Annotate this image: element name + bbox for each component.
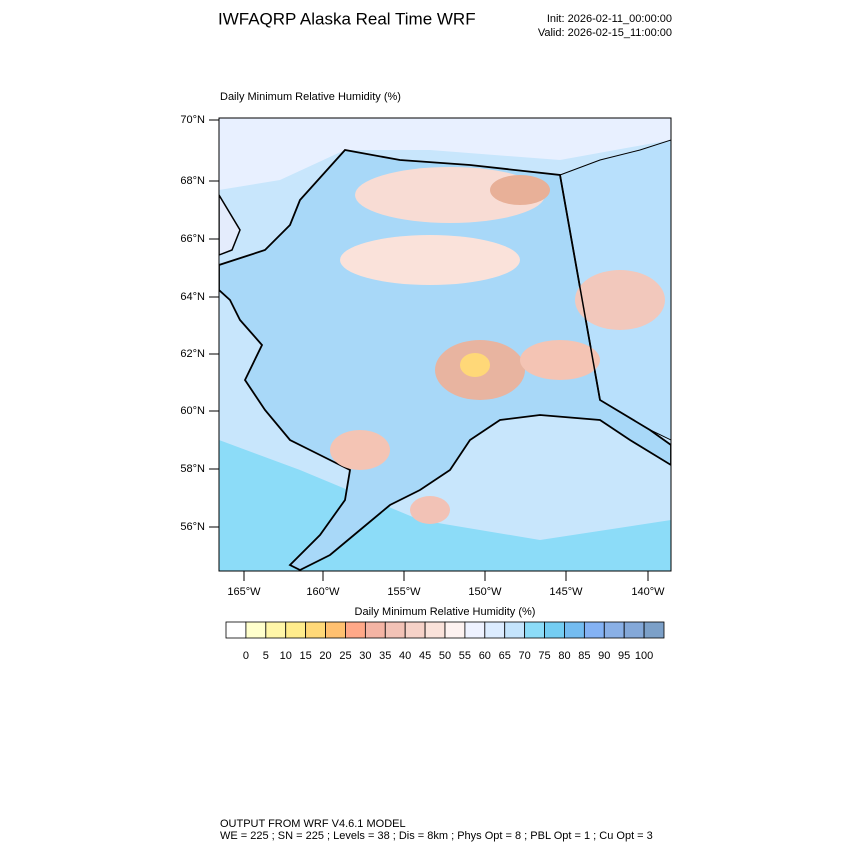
- colorbar-label: 50: [439, 650, 451, 662]
- colorbar-box: [484, 621, 506, 639]
- brooks-peaks: [490, 175, 550, 205]
- map-frame: [218, 117, 672, 572]
- colorbar-label: 60: [479, 650, 491, 662]
- colorbar-label: 65: [499, 650, 511, 662]
- colorbar-box: [325, 621, 346, 639]
- colorbar-label: 95: [618, 650, 630, 662]
- colorbar-box: [643, 621, 665, 639]
- colorbar-box: [524, 621, 545, 639]
- lon-label: 140°W: [631, 586, 665, 598]
- colorbar-box: [424, 621, 446, 639]
- colorbar-label: 90: [598, 650, 610, 662]
- footer-line: OUTPUT FROM WRF V4.6.1 MODEL: [220, 818, 406, 830]
- map-title: Daily Minimum Relative Humidity (%): [220, 91, 401, 103]
- southwest: [330, 430, 390, 470]
- colorbar-label: 85: [578, 650, 590, 662]
- lat-label: 70°N: [180, 114, 205, 126]
- arctic-ocean: [219, 118, 671, 190]
- lon-label: 145°W: [549, 586, 583, 598]
- colorbar-label: 70: [519, 650, 531, 662]
- chukotka: [219, 193, 241, 256]
- colorbar-box: [603, 621, 625, 639]
- colorbar-box: [364, 621, 386, 639]
- border: [559, 174, 601, 401]
- colorbar-box: [623, 621, 645, 639]
- colorbar-label: 100: [635, 650, 653, 662]
- colorbar-label: 0: [243, 650, 249, 662]
- colorbar-box: [345, 621, 366, 639]
- colorbar-label: 80: [558, 650, 570, 662]
- title: IWFAQRP Alaska Real Time WRF: [218, 9, 476, 28]
- colorbar-title: Daily Minimum Relative Humidity (%): [355, 606, 536, 618]
- colorbar-box: [444, 621, 466, 639]
- interior: [340, 235, 520, 285]
- colorbar-box: [544, 621, 565, 639]
- colorbar-box: [285, 621, 307, 639]
- colorbar-box: [404, 621, 426, 639]
- alaska-range-peak: [460, 353, 490, 377]
- colorbar-box: [305, 621, 326, 639]
- lat-label: 68°N: [180, 175, 205, 187]
- colorbar-label: 10: [280, 650, 292, 662]
- colorbar-label: 55: [459, 650, 471, 662]
- map: [218, 117, 672, 572]
- lon-label: 155°W: [387, 586, 421, 598]
- colorbar-label: 30: [359, 650, 371, 662]
- lon-label: 165°W: [227, 586, 261, 598]
- colorbar-box: [225, 621, 247, 639]
- lat-label: 66°N: [180, 233, 205, 245]
- lat-label: 64°N: [180, 291, 205, 303]
- colorbar-box: [564, 621, 585, 639]
- kodiak: [410, 496, 450, 524]
- footer-line: WE = 225 ; SN = 225 ; Levels = 38 ; Dis …: [220, 830, 653, 842]
- wrangell: [520, 340, 600, 380]
- lat-label: 60°N: [180, 405, 205, 417]
- colorbar-label: 75: [538, 650, 550, 662]
- lon-label: 160°W: [306, 586, 340, 598]
- colorbar-label: 15: [300, 650, 312, 662]
- lat-label: 58°N: [180, 463, 205, 475]
- colorbar-label: 25: [339, 650, 351, 662]
- colorbar-box: [384, 621, 406, 639]
- valid-time: Valid: 2026-02-15_11:00:00: [538, 27, 672, 39]
- yukon: [575, 270, 665, 330]
- init-time: Init: 2026-02-11_00:00:00: [547, 13, 672, 25]
- lat-label: 56°N: [180, 521, 205, 533]
- lat-label: 62°N: [180, 348, 205, 360]
- colorbar-box: [245, 621, 267, 639]
- colorbar-box: [464, 621, 486, 639]
- colorbar-box: [504, 621, 526, 639]
- colorbar-box: [265, 621, 287, 639]
- colorbar-label: 45: [419, 650, 431, 662]
- colorbar-box: [583, 621, 605, 639]
- lon-label: 150°W: [468, 586, 502, 598]
- colorbar-label: 35: [379, 650, 391, 662]
- colorbar-label: 40: [399, 650, 411, 662]
- colorbar-label: 20: [319, 650, 331, 662]
- colorbar-label: 5: [263, 650, 269, 662]
